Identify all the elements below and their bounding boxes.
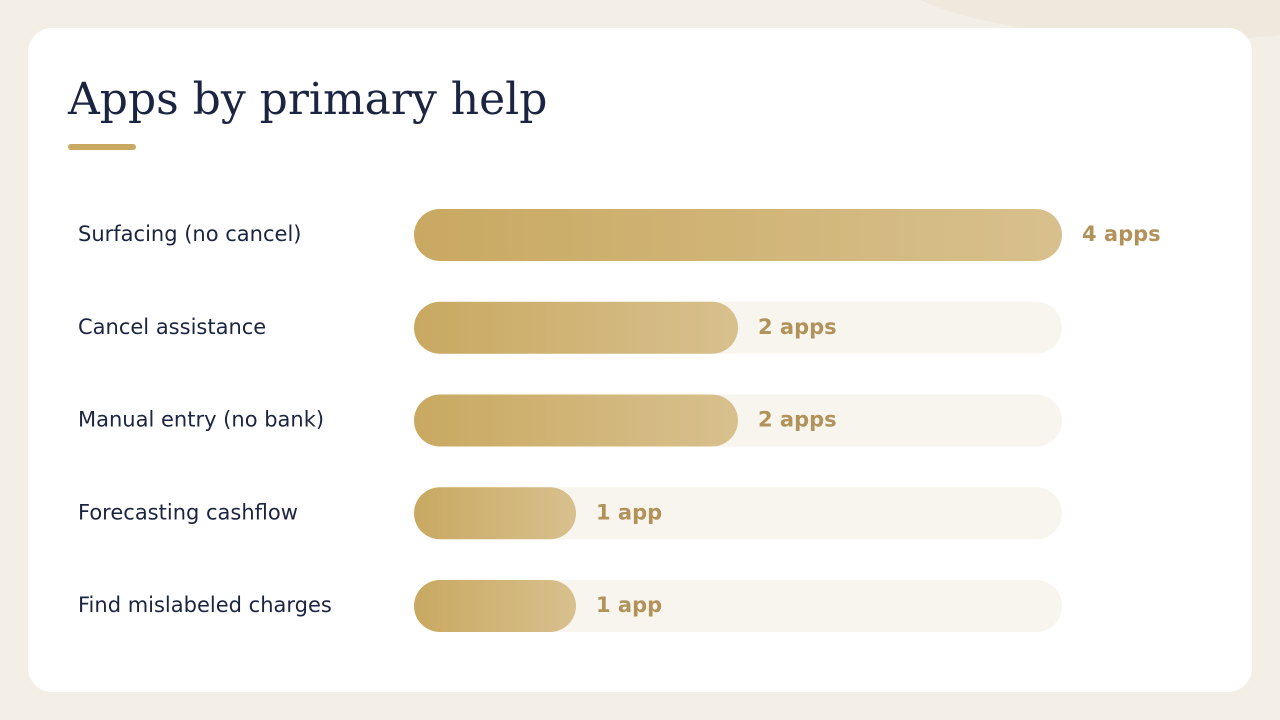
category-label: Find mislabeled charges [78, 593, 332, 617]
value-label: 1 app [596, 593, 662, 617]
value-label: 2 apps [758, 408, 837, 432]
category-label: Manual entry (no bank) [78, 408, 324, 432]
bar-track [414, 580, 1062, 632]
bar [414, 487, 576, 540]
title-underline [68, 144, 136, 150]
chart-title: Apps by primary help [67, 74, 547, 125]
bar [414, 394, 738, 447]
value-label: 4 apps [1082, 222, 1161, 246]
bar [414, 580, 576, 632]
bar-track [414, 487, 1062, 540]
bar [414, 209, 1062, 261]
category-label: Surfacing (no cancel) [78, 222, 301, 246]
category-label: Forecasting cashflow [78, 500, 298, 524]
category-label: Cancel assistance [78, 315, 266, 339]
value-label: 2 apps [758, 315, 837, 339]
value-label: 1 app [596, 500, 662, 524]
bar [414, 301, 738, 354]
